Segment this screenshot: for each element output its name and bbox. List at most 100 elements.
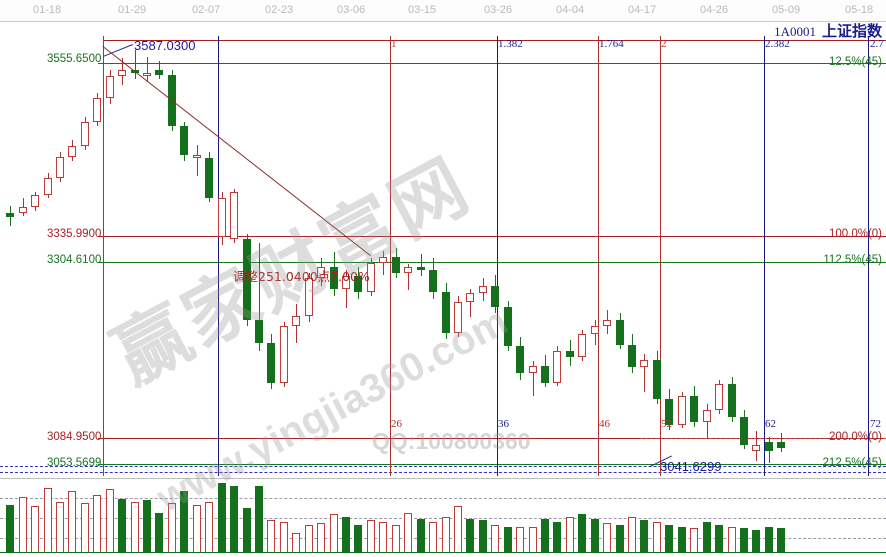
volume-bar [218,483,226,553]
candle-body [728,384,736,418]
volume-bar [690,528,698,553]
ratio-vertical-line [103,36,104,476]
price-axis-label: 3053.5699 [47,457,102,469]
date-tick: 01-29 [118,4,147,16]
candle-body [243,238,251,321]
date-tick: 03-15 [408,4,437,16]
volume-bar [429,522,437,553]
price-gridline [98,438,886,439]
candle-wick [408,264,409,291]
volume-bar [640,520,648,553]
candle-wick [383,250,384,275]
trough-gridline-dashed2 [0,472,886,473]
bar-index-label: 46 [599,418,610,430]
date-tick: 02-07 [192,4,221,16]
candle-body [442,291,450,333]
candle-body [603,320,611,327]
candle-body [354,276,362,292]
ratio-axis-label: 100.0%(0) [828,228,882,240]
candle-body [665,399,673,425]
candle-body [155,70,163,75]
volume-bar [379,522,387,553]
volume-bar [504,527,512,553]
volume-bar [280,522,288,553]
bar-index-label: 52 [661,418,672,430]
candle-body [305,277,313,316]
candle-body [106,76,114,98]
candle-body [429,270,437,292]
candle-body [653,359,661,400]
ratio-top-label: 1 [391,38,397,50]
price-gridline [98,464,886,465]
bar-index-label: 62 [765,418,776,430]
candle-body [292,315,300,327]
candle-body [56,156,64,178]
volume-bar [392,525,400,553]
volume-bar [529,527,537,553]
volume-bar [330,514,338,553]
volume-bar [665,525,673,553]
candle-body [68,146,76,157]
volume-bar [591,519,599,553]
volume-bar [205,502,213,553]
date-tick: 05-09 [772,4,801,16]
trough-gridline-dashed [0,466,886,467]
candle-body [230,191,238,239]
candle-body [678,396,686,425]
candle-wick [346,270,347,309]
price-axis-label: 3335.9900 [47,228,102,240]
ratio-vertical-line [218,36,219,476]
volume-bar [777,528,785,553]
volume-bar [19,497,27,553]
chart-title: 1A0001 上证指数 [774,20,882,41]
volume-bar [68,491,76,553]
volume-panel[interactable] [0,478,886,557]
ratio-top-label: 2.382 [765,38,790,50]
ratio-vertical-line [660,36,661,476]
candle-body [566,350,574,357]
candle-body [267,343,275,383]
volume-bar [367,520,375,553]
date-tick: 05-18 [845,4,874,16]
candle-body [6,212,14,217]
price-axis-label: 3084.9500 [47,431,102,443]
volume-bar [143,500,151,553]
volume-bar [168,503,176,553]
candle-body [690,396,698,422]
candle-wick [147,56,148,81]
volume-bar [740,528,748,553]
candle-body [578,334,586,357]
ratio-vertical-line [598,36,599,476]
trough-price-label: 3041.6299 [660,459,722,474]
volume-bar [118,499,126,553]
volume-bar [56,502,64,553]
ratio-axis-label: 200.0%(0) [828,431,882,443]
ratio-axis-label: 12.5%(45) [828,56,882,68]
candle-body [379,256,387,263]
ratio-top-label: 2.7 [870,38,884,50]
candle-body [367,262,375,292]
volume-bar [628,517,636,553]
ratio-vertical-line [868,36,869,476]
candle-body [777,441,785,448]
volume-bar [255,486,263,553]
candle-body [703,409,711,422]
candle-body [715,384,723,410]
volume-bar [230,486,238,553]
candle-body [392,256,400,274]
date-tick: 03-06 [337,4,366,16]
volume-bar [93,495,101,553]
candle-wick [421,253,422,277]
bar-index-label: 36 [498,418,509,430]
ratio-top-label: 1.382 [498,38,523,50]
candle-body [491,285,499,307]
candle-body [255,320,263,344]
candle-body [44,177,52,195]
volume-bar [678,527,686,553]
ratio-top-label: 2 [661,38,667,50]
volume-bar [31,506,39,553]
date-tick: 04-17 [628,4,657,16]
volume-gridline [0,498,886,499]
candle-body [529,365,537,374]
price-panel[interactable]: 3555.6500 3335.9900 3304.6100 3084.9500 3053… [0,36,886,476]
